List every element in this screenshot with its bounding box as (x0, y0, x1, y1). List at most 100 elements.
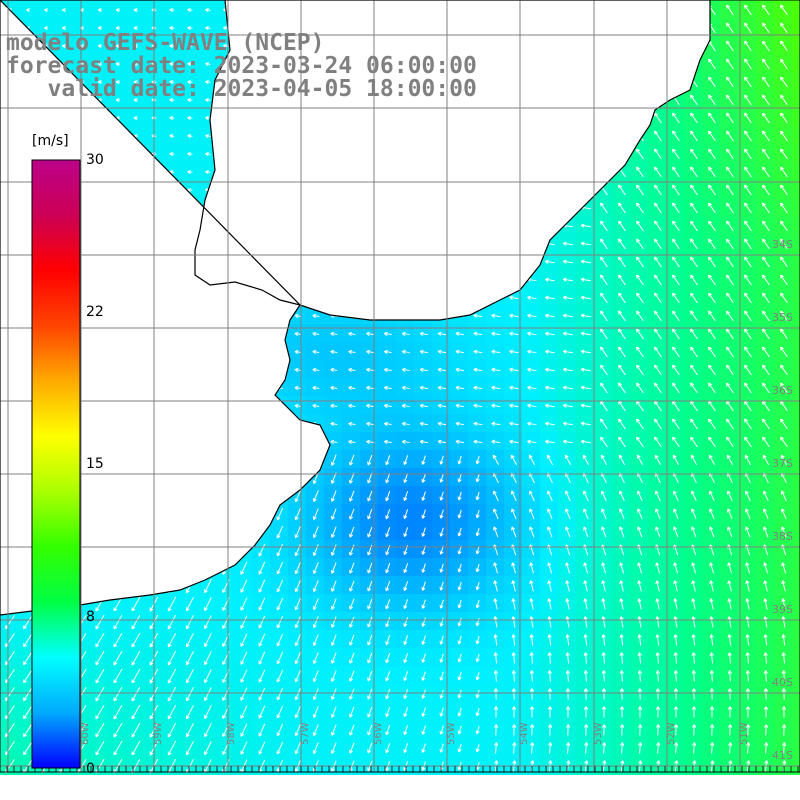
field-cell (612, 720, 631, 739)
field-cell (234, 576, 253, 595)
field-cell (450, 630, 469, 649)
field-cell (756, 702, 775, 721)
field-cell (180, 738, 199, 757)
field-cell (720, 720, 739, 739)
field-cell (414, 576, 433, 595)
field-cell (180, 612, 199, 631)
field-cell (198, 738, 217, 757)
colorbar-tick-8: 8 (86, 609, 95, 625)
field-cell (414, 486, 433, 505)
field-cell (306, 648, 325, 667)
wind-arrow (205, 43, 211, 49)
field-cell (306, 702, 325, 721)
field-cell (198, 702, 217, 721)
title-model: modelo GEFS-WAVE (NCEP) (6, 30, 325, 56)
field-cell (792, 468, 800, 487)
field-cell (450, 486, 469, 505)
field-cell (216, 594, 235, 613)
wind-arrow (44, 8, 48, 13)
field-cell (252, 540, 271, 559)
field-cell (432, 594, 451, 613)
field-cell (360, 702, 379, 721)
field-cell (342, 630, 361, 649)
field-cell (450, 558, 469, 577)
field-cell (342, 738, 361, 757)
field-cell (342, 720, 361, 739)
field-cell (792, 540, 800, 559)
field-cell (450, 594, 469, 613)
field-cell (342, 450, 361, 469)
field-cell (792, 504, 800, 523)
field-cell (108, 702, 127, 721)
lon-label: 53W (593, 722, 604, 745)
field-cell (792, 18, 800, 37)
field-cell (396, 576, 415, 595)
field-cell (486, 702, 505, 721)
field-cell (198, 630, 217, 649)
field-cell (342, 702, 361, 721)
field-cell (684, 702, 703, 721)
field-cell (522, 702, 541, 721)
field-cell (792, 90, 800, 109)
field-cell (90, 738, 109, 757)
wind-arrow (744, 22, 752, 34)
field-cell (414, 468, 433, 487)
field-cell (90, 630, 109, 649)
field-cell (216, 738, 235, 757)
field-cell (324, 558, 343, 577)
wind-arrow (62, 26, 66, 31)
field-cell (324, 594, 343, 613)
colorbar-tick-0: 0 (86, 761, 95, 777)
field-cell (378, 738, 397, 757)
field-cell (684, 738, 703, 757)
field-cell (414, 666, 433, 685)
field-cell (468, 558, 487, 577)
wind-arrow (205, 61, 211, 67)
field-cell (234, 738, 253, 757)
field-cell (648, 738, 667, 757)
field-cell (792, 198, 800, 217)
wind-arrow (187, 25, 193, 31)
field-cell (378, 450, 397, 469)
field-cell (342, 504, 361, 523)
field-cell (432, 504, 451, 523)
lat-label: 34S (772, 238, 793, 251)
field-cell (630, 702, 649, 721)
lon-label: 58W (226, 722, 237, 745)
field-cell (288, 594, 307, 613)
field-cell (306, 738, 325, 757)
field-cell (378, 630, 397, 649)
field-cell (540, 702, 559, 721)
field-cell (666, 738, 685, 757)
field-cell (234, 702, 253, 721)
field-cell (792, 378, 800, 397)
field-cell (702, 702, 721, 721)
field-cell (396, 666, 415, 685)
field-cell (180, 702, 199, 721)
field-cell (468, 630, 487, 649)
wind-arrow (726, 22, 734, 34)
field-cell (342, 468, 361, 487)
field-cell (324, 666, 343, 685)
wind-arrow (187, 7, 193, 13)
field-cell (432, 648, 451, 667)
field-cell (414, 630, 433, 649)
field-cell (378, 558, 397, 577)
field-cell (360, 504, 379, 523)
lat-label: 36S (772, 384, 793, 397)
field-cell (198, 666, 217, 685)
title-valid-date: valid date: 2023-04-05 18:00:00 (6, 76, 477, 102)
field-cell (702, 720, 721, 739)
field-cell (486, 738, 505, 757)
field-cell (0, 648, 19, 667)
field-cell (468, 486, 487, 505)
field-cell (792, 702, 800, 721)
lat-label: 35S (772, 311, 793, 324)
field-cell (432, 702, 451, 721)
field-cell (306, 558, 325, 577)
field-cell (252, 576, 271, 595)
field-cell (216, 702, 235, 721)
field-cell (270, 594, 289, 613)
wind-arrow (169, 61, 175, 67)
field-cell (468, 648, 487, 667)
